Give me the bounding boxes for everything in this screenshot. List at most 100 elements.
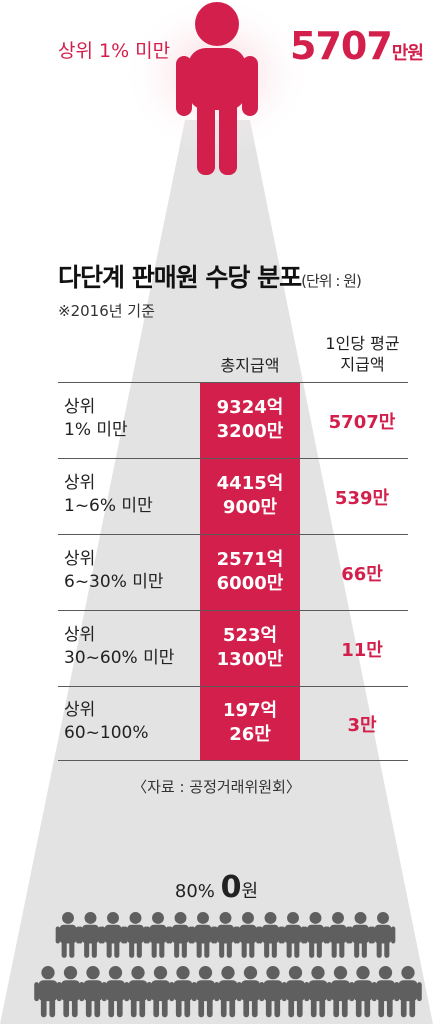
year-note: ※2016년 기준 [58,302,155,320]
person-icon [341,998,348,1018]
person-icon [236,982,242,1002]
person-icon [38,980,58,1002]
column-header-average-line1: 1인당 평균 [325,334,400,353]
row-label-line1: 상위 [64,473,96,493]
table-row-label: 상위 1~6% 미만 [64,472,153,518]
person-icon [384,940,390,958]
person-icon [352,924,369,944]
person-icon [55,926,60,944]
person-icon [274,998,281,1018]
person-icon [172,924,189,944]
person-icon [131,966,145,980]
person-icon [161,998,168,1018]
person-icon [41,966,55,980]
person-icon [129,912,142,924]
person-icon [325,926,330,944]
person-icon [197,912,209,924]
person-icon [307,924,324,944]
person-icon [151,940,157,958]
row-label-line2: 60~100% [64,722,149,743]
person-icon [339,940,345,958]
person-icon [84,940,90,958]
person-icon [219,940,225,958]
person-icon [106,980,125,1002]
person-icon [316,940,322,958]
person-icon [206,998,213,1018]
person-icon [304,982,309,1002]
person-icon [190,926,195,944]
table-row-label: 상위 6~30% 미만 [64,548,164,594]
column-header-total: 총지급액 [220,356,280,375]
person-icon [221,966,235,980]
person-icon [242,912,254,924]
person-icon [329,924,347,944]
person-icon [265,998,272,1018]
person-icon [355,998,362,1018]
person-icon [294,940,300,958]
person-icon [394,982,399,1002]
person-icon [263,980,283,1002]
table-row-label: 상위 1% 미만 [64,396,128,442]
person-icon [85,998,92,1018]
person-icon [69,940,75,958]
person-icon [145,926,150,944]
table-row-total: 9324억 3200만 [200,396,300,445]
person-icon [198,966,213,980]
person-icon [296,998,303,1018]
table-divider [58,534,408,535]
person-icon [34,982,39,1002]
person-icon [94,998,101,1018]
person-icon [40,998,47,1018]
person-icon [114,940,120,958]
person-icon [371,982,377,1002]
table-row-total: 4415억 900만 [200,472,300,521]
person-icon [82,924,99,944]
person-icon [401,966,415,980]
person-icon [128,980,148,1002]
total-column-band [200,382,300,760]
table-divider [58,760,408,761]
person-icon [229,998,236,1018]
person-icon [409,998,416,1018]
person-icon [59,924,77,944]
row-total-line2: 6000만 [216,573,284,595]
row-total-line1: 523억 [222,625,278,646]
person-icon [194,924,212,944]
top-amount-value: 5707 [290,24,393,68]
person-icon [398,980,418,1002]
person-icon [176,966,190,980]
person-icon [239,924,257,944]
person-icon [168,926,173,944]
person-icon [241,980,260,1002]
table-row-average: 66만 [341,564,383,585]
person-icon [153,998,160,1018]
table-row-label: 상위 30~60% 미만 [64,624,174,670]
person-icon [308,980,328,1002]
person-icon [262,924,279,944]
table-row-average: 539만 [334,488,390,509]
person-icon [310,998,317,1018]
person-icon [146,982,152,1002]
person-icon [348,926,353,944]
row-label-line1: 상위 [64,549,96,569]
person-icon [332,912,344,924]
bottom-group-label: 80% 0원 [0,870,433,905]
person-icon [107,912,119,924]
person-icon [173,980,193,1002]
table-row-total: 197억 26만 [200,699,300,748]
person-icon [56,982,62,1002]
row-label-line2: 1~6% 미만 [64,495,153,516]
person-icon [174,912,187,924]
table-row-average: 11만 [341,640,383,661]
person-icon [354,940,360,958]
person-icon [249,940,255,958]
person-icon [280,926,285,944]
person-icon [108,998,115,1018]
person-icon [78,926,83,944]
person-icon [217,924,234,944]
person-icon [175,998,182,1018]
person-icon [101,982,107,1002]
person-icon [333,998,340,1018]
person-icon [259,982,264,1002]
person-icon [378,966,393,980]
